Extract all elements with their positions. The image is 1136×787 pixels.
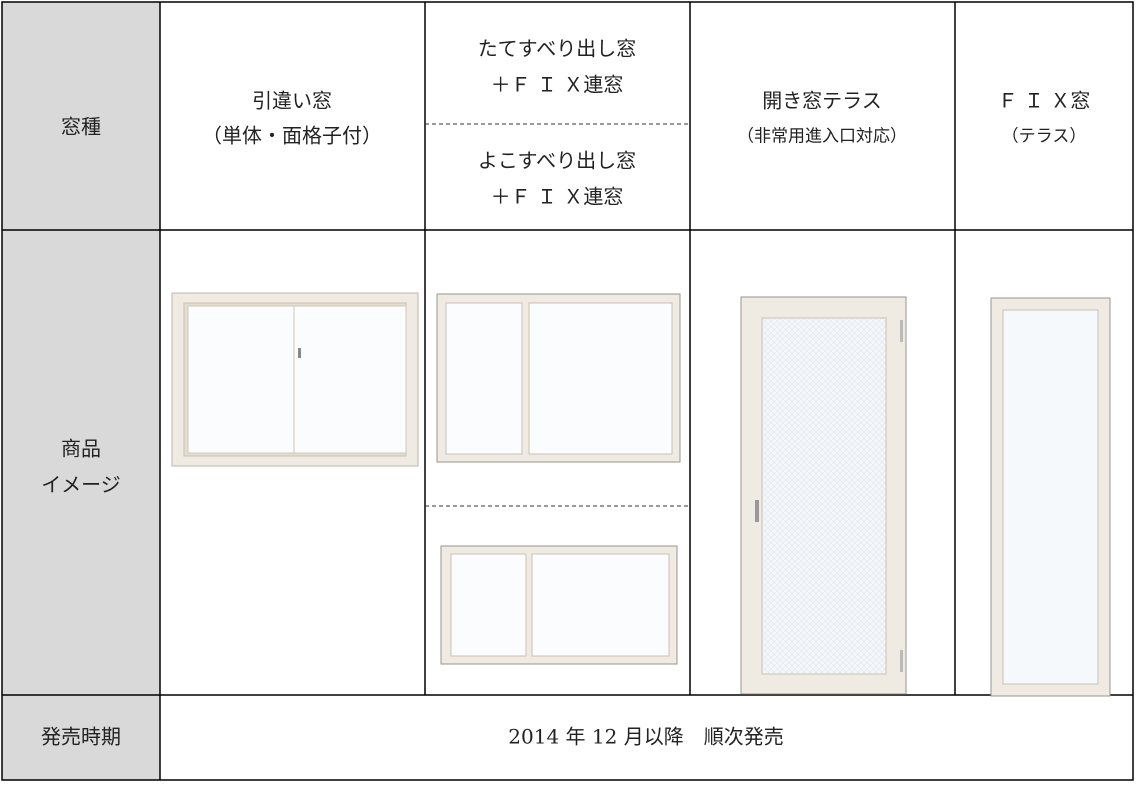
terrace-door-image xyxy=(740,296,907,695)
window-type-name: ＋Ｆ Ｉ Ｘ連窓 xyxy=(491,73,624,97)
window-type-name: たてすべり出し窓 xyxy=(478,37,637,61)
window-type-note: （単体・面格子付） xyxy=(202,124,382,148)
row-label: イメージ xyxy=(41,473,121,497)
window-type-note: （テラス） xyxy=(1002,127,1087,147)
window-type-name: Ｆ Ｉ Ｘ窓 xyxy=(998,89,1091,113)
row-label: 窓種 xyxy=(61,115,101,139)
row-label: 商品 xyxy=(61,437,101,461)
window-type-name: 引違い窓 xyxy=(252,89,332,113)
fix-terrace-window-image xyxy=(990,297,1111,697)
sliding-window-image xyxy=(171,292,419,467)
casement-fix-window-image xyxy=(436,293,681,463)
window-type-name: 開き窓テラス xyxy=(762,89,882,113)
header-column xyxy=(2,2,160,780)
window-type-note: （非常用進入口対応） xyxy=(737,127,907,147)
dashed-dividers xyxy=(425,123,690,507)
awning-fix-window-image xyxy=(440,545,678,665)
row-label: 発売時期 xyxy=(41,725,121,749)
window-type-name: よこすべり出し窓 xyxy=(478,149,636,173)
release-text: 2014 年 12 月以降 順次発売 xyxy=(508,725,783,749)
window-type-name: ＋Ｆ Ｉ Ｘ連窓 xyxy=(491,185,624,209)
